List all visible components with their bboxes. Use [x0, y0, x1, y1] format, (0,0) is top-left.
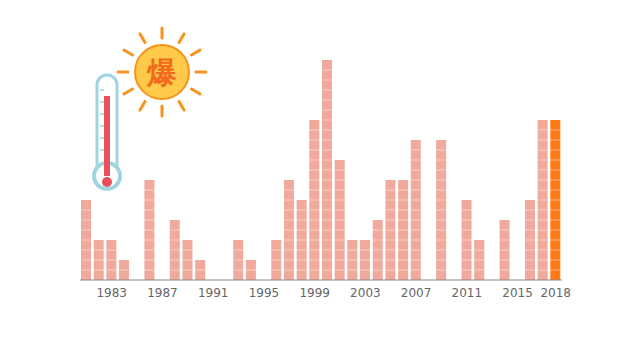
svg-text:1983: 1983: [96, 286, 127, 300]
svg-text:2011: 2011: [452, 286, 483, 300]
svg-text:1991: 1991: [198, 286, 229, 300]
svg-text:爆: 爆: [146, 55, 177, 90]
svg-text:1995: 1995: [249, 286, 280, 300]
svg-text:2015: 2015: [502, 286, 533, 300]
svg-text:2003: 2003: [350, 286, 381, 300]
svg-text:1987: 1987: [147, 286, 178, 300]
svg-text:1999: 1999: [299, 286, 330, 300]
svg-text:2018: 2018: [540, 286, 571, 300]
svg-text:2007: 2007: [401, 286, 432, 300]
